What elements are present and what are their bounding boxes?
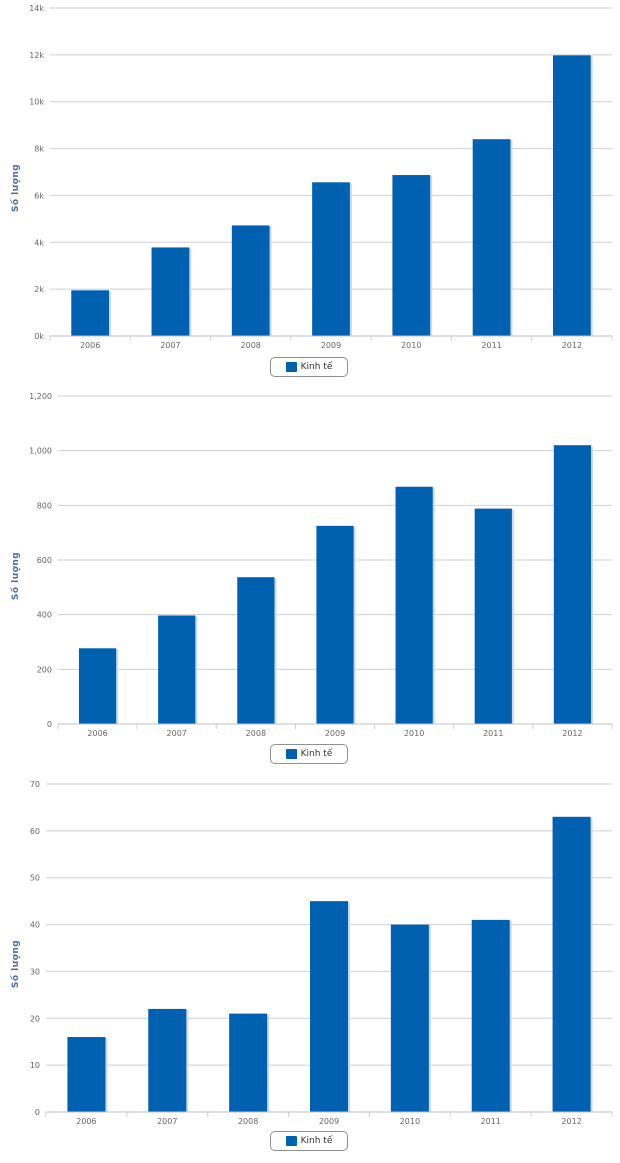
legend-label: Kinh tế [300,1136,333,1146]
bar [316,525,354,724]
bar [472,139,511,336]
y-tick-label: 1,000 [29,447,52,456]
chart-2-plot: 0 200 400 600 800 1,000 1,200 Số lượng 2006 2007 2… [10,392,613,738]
x-tick-label: 2011 [483,729,503,738]
bar [158,615,196,724]
x-tick-label: 2007 [157,1117,177,1126]
x-tick-label: 2010 [400,1117,420,1126]
chart-1: 0k 2k 4k 6k 8k 10k 12k 14k Số lượng 2006 2007 2008 2… [0,0,620,388]
chart-1-legend[interactable]: Kinh tế [270,357,348,377]
y-tick-label: 0 [47,720,52,729]
y-tick-label: 1,200 [29,392,52,401]
y-tick-label: 200 [37,665,52,674]
x-tick-label: 2011 [481,341,501,350]
bar [552,55,591,336]
chart-3-legend[interactable]: Kinh tế [270,1131,348,1151]
y-tick-label: 70 [30,780,40,789]
bar [474,508,512,724]
y-tick-label: 60 [30,827,40,836]
bar [71,290,110,336]
bar [148,1008,187,1112]
bar [392,175,431,336]
y-axis-title: Số lượng [10,552,21,600]
x-tick-label: 2009 [321,341,341,350]
y-tick-label: 0k [34,332,44,341]
y-tick-label: 600 [37,556,52,565]
y-tick-label: 2k [34,285,44,294]
chart-3: 0 10 20 30 40 50 60 70 Số lượng 2006 2007 2008 2009 2… [0,776,620,1163]
chart-2-legend[interactable]: Kinh tế [270,744,348,764]
bar [67,1037,106,1112]
y-tick-label: 4k [34,238,44,247]
y-tick-label: 40 [30,921,40,930]
y-tick-label: 800 [37,501,52,510]
x-tick-label: 2007 [160,341,180,350]
x-tick-label: 2012 [562,341,582,350]
y-axis-title: Số lượng [10,940,21,988]
y-tick-label: 6k [34,191,44,200]
chart-2: 0 200 400 600 800 1,000 1,200 Số lượng 2006 2007 2… [0,388,620,776]
bar [471,919,510,1112]
x-tick-label: 2011 [481,1117,501,1126]
bar [390,924,429,1112]
legend-label: Kinh tế [300,362,333,372]
x-tick-label: 2006 [80,341,100,350]
legend-swatch [285,749,297,759]
y-tick-label: 0 [35,1108,40,1117]
chart-3-plot: 0 10 20 30 40 50 60 70 Số lượng 2006 2007 2008 2009 2… [10,780,613,1126]
x-tick-label: 2010 [401,341,421,350]
y-tick-label: 400 [37,611,52,620]
chart-1-plot: 0k 2k 4k 6k 8k 10k 12k 14k Số lượng 2006 2007 2008 2… [10,4,613,350]
y-tick-label: 10 [30,1061,40,1070]
y-tick-label: 50 [30,874,40,883]
x-tick-label: 2008 [246,729,266,738]
legend-swatch [285,362,297,372]
x-tick-label: 2008 [238,1117,258,1126]
y-tick-label: 20 [30,1014,40,1023]
x-tick-label: 2006 [76,1117,96,1126]
x-tick-label: 2006 [87,729,107,738]
y-tick-label: 14k [29,4,44,13]
bar [231,225,270,336]
bar [312,182,350,336]
y-tick-label: 10k [29,98,44,107]
bar [229,1013,268,1112]
x-tick-label: 2009 [325,729,345,738]
x-tick-label: 2010 [404,729,424,738]
y-tick-label: 12k [29,51,44,60]
y-axis-title: Số lượng [10,164,21,212]
bar [78,648,117,724]
legend-swatch [285,1136,297,1146]
x-tick-label: 2012 [561,1117,581,1126]
bar [553,445,592,724]
bar [395,486,433,724]
x-tick-label: 2009 [319,1117,339,1126]
x-tick-label: 2007 [167,729,187,738]
y-tick-label: 30 [30,967,40,976]
x-tick-label: 2012 [562,729,582,738]
legend-label: Kinh tế [300,749,333,759]
bar [309,901,349,1112]
bar [552,816,591,1112]
bar [151,247,190,336]
y-tick-label: 8k [34,145,44,154]
bar [237,577,275,724]
x-tick-label: 2008 [241,341,261,350]
